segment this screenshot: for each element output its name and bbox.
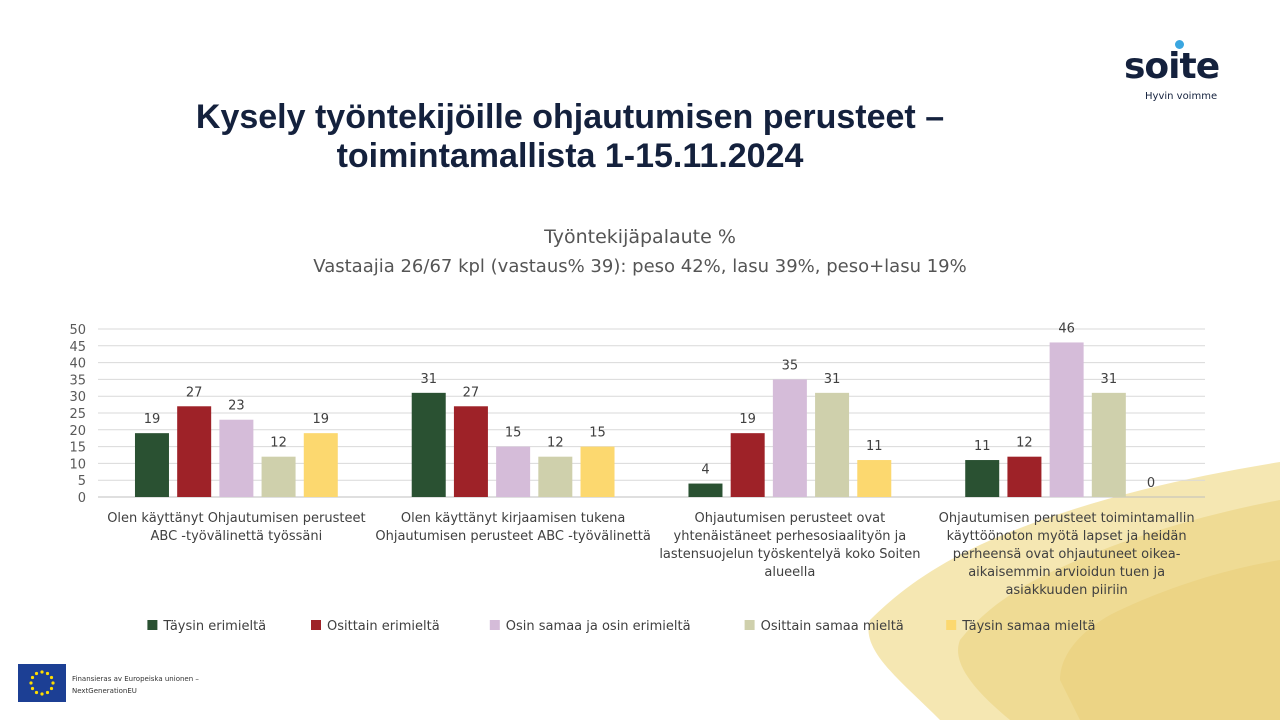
y-tick-label: 25 [69,407,86,422]
bar-value-label: 4 [701,463,709,478]
bar [688,483,723,497]
x-category-label: Olen käyttänyt Ohjautumisen perusteet ABC… [107,511,365,544]
bar-value-label: 19 [313,412,330,427]
bar-value-label: 15 [505,426,522,441]
chart-bars: 19 27 23 12 19 31 27 15 12 15 4 19 35 31 11 11 12 46 31 0 [134,321,1155,497]
bar [219,419,254,497]
legend-swatch [744,620,755,630]
x-axis-labels: Olen käyttänyt Ohjautumisen perusteet ABC… [107,511,1194,598]
bar [303,433,338,497]
slide-title: Kysely työntekijöille ohjautumisen perus… [70,98,1070,176]
eu-stars-icon [29,670,55,696]
bar-value-label: 35 [782,358,799,373]
y-tick-label: 50 [69,323,86,338]
chart-legend: Täysin erimieltä Osittain erimieltä Osin s… [147,619,1095,634]
bar [815,392,850,497]
slide-title-line1: Kysely työntekijöille ohjautumisen perus… [195,98,945,136]
bar-value-label: 27 [186,385,203,400]
legend-label: Osittain erimieltä [327,619,440,634]
y-tick-label: 35 [69,373,86,388]
bar-value-label: 12 [547,436,564,451]
bar [538,456,573,497]
y-tick-label: 40 [69,357,86,372]
logo-tagline: Hyvin voimme [1145,91,1218,102]
eu-funding-line1: Finansieras av Europeiska unionen – [72,675,199,683]
eu-funding-text: Finansieras av Europeiska unionen – Next… [72,673,222,697]
x-category-label: Ohjautumisen perusteet toimintamallin käy… [939,511,1195,598]
bar-value-label: 31 [420,372,437,387]
chart-subtitle: Vastaajia 26/67 kpl (vastaus% 39): peso … [313,256,967,277]
bar-value-label: 23 [228,399,245,414]
bar-value-label: 27 [463,385,480,400]
bar [134,433,169,497]
bar-value-label: 19 [144,412,161,427]
legend-swatch [946,620,957,630]
y-tick-label: 5 [78,474,86,489]
bar [772,379,807,497]
bar-value-label: 11 [974,439,991,454]
bar [730,433,765,497]
eu-flag-icon [18,664,66,702]
bar-value-label: 31 [1101,372,1118,387]
bar-value-label: 12 [1016,436,1033,451]
legend-label: Osittain samaa mieltä [761,619,904,634]
x-category-label: Ohjautumisen perusteet ovat yhtenäistänee… [659,511,920,580]
x-category-label: Olen käyttänyt kirjaamisen tukena Ohjautu… [375,511,650,544]
y-tick-label: 0 [78,491,86,506]
bar-value-label: 46 [1058,321,1075,336]
legend-swatch [311,620,321,630]
bar [857,460,892,497]
logo-wordmark: soite [1124,46,1220,87]
bar [1049,342,1084,497]
soite-logo: soite Hyvin voimme [1120,40,1240,106]
bar [261,456,296,497]
bar [965,460,1000,497]
legend-label: Täysin samaa mieltä [961,619,1095,634]
legend-swatch [147,620,158,630]
slide-title-line2: toimintamallista 1-15.11.2024 [336,137,804,175]
bar-value-label: 0 [1147,476,1155,491]
bar [177,406,212,497]
y-tick-label: 20 [69,424,86,439]
y-tick-label: 15 [69,441,86,456]
chart-title: Työntekijäpalaute % [544,226,736,248]
bar-value-label: 15 [589,426,606,441]
legend-label: Täysin erimieltä [162,619,266,634]
bar [1007,456,1042,497]
bar [1091,392,1126,497]
legend-swatch [489,620,500,630]
bar [453,406,488,497]
bar [580,446,615,497]
bar [496,446,531,497]
y-tick-label: 10 [69,457,86,472]
y-tick-label: 30 [69,390,86,405]
y-tick-label: 45 [69,340,86,355]
bar-value-label: 12 [270,436,287,451]
bar-value-label: 19 [739,412,756,427]
legend-label: Osin samaa ja osin erimieltä [506,619,691,634]
bar-value-label: 11 [866,439,883,454]
bar-value-label: 31 [824,372,841,387]
bar [411,392,446,497]
logo-dot-icon [1175,40,1184,49]
eu-funding-line2: NextGenerationEU [72,687,137,695]
